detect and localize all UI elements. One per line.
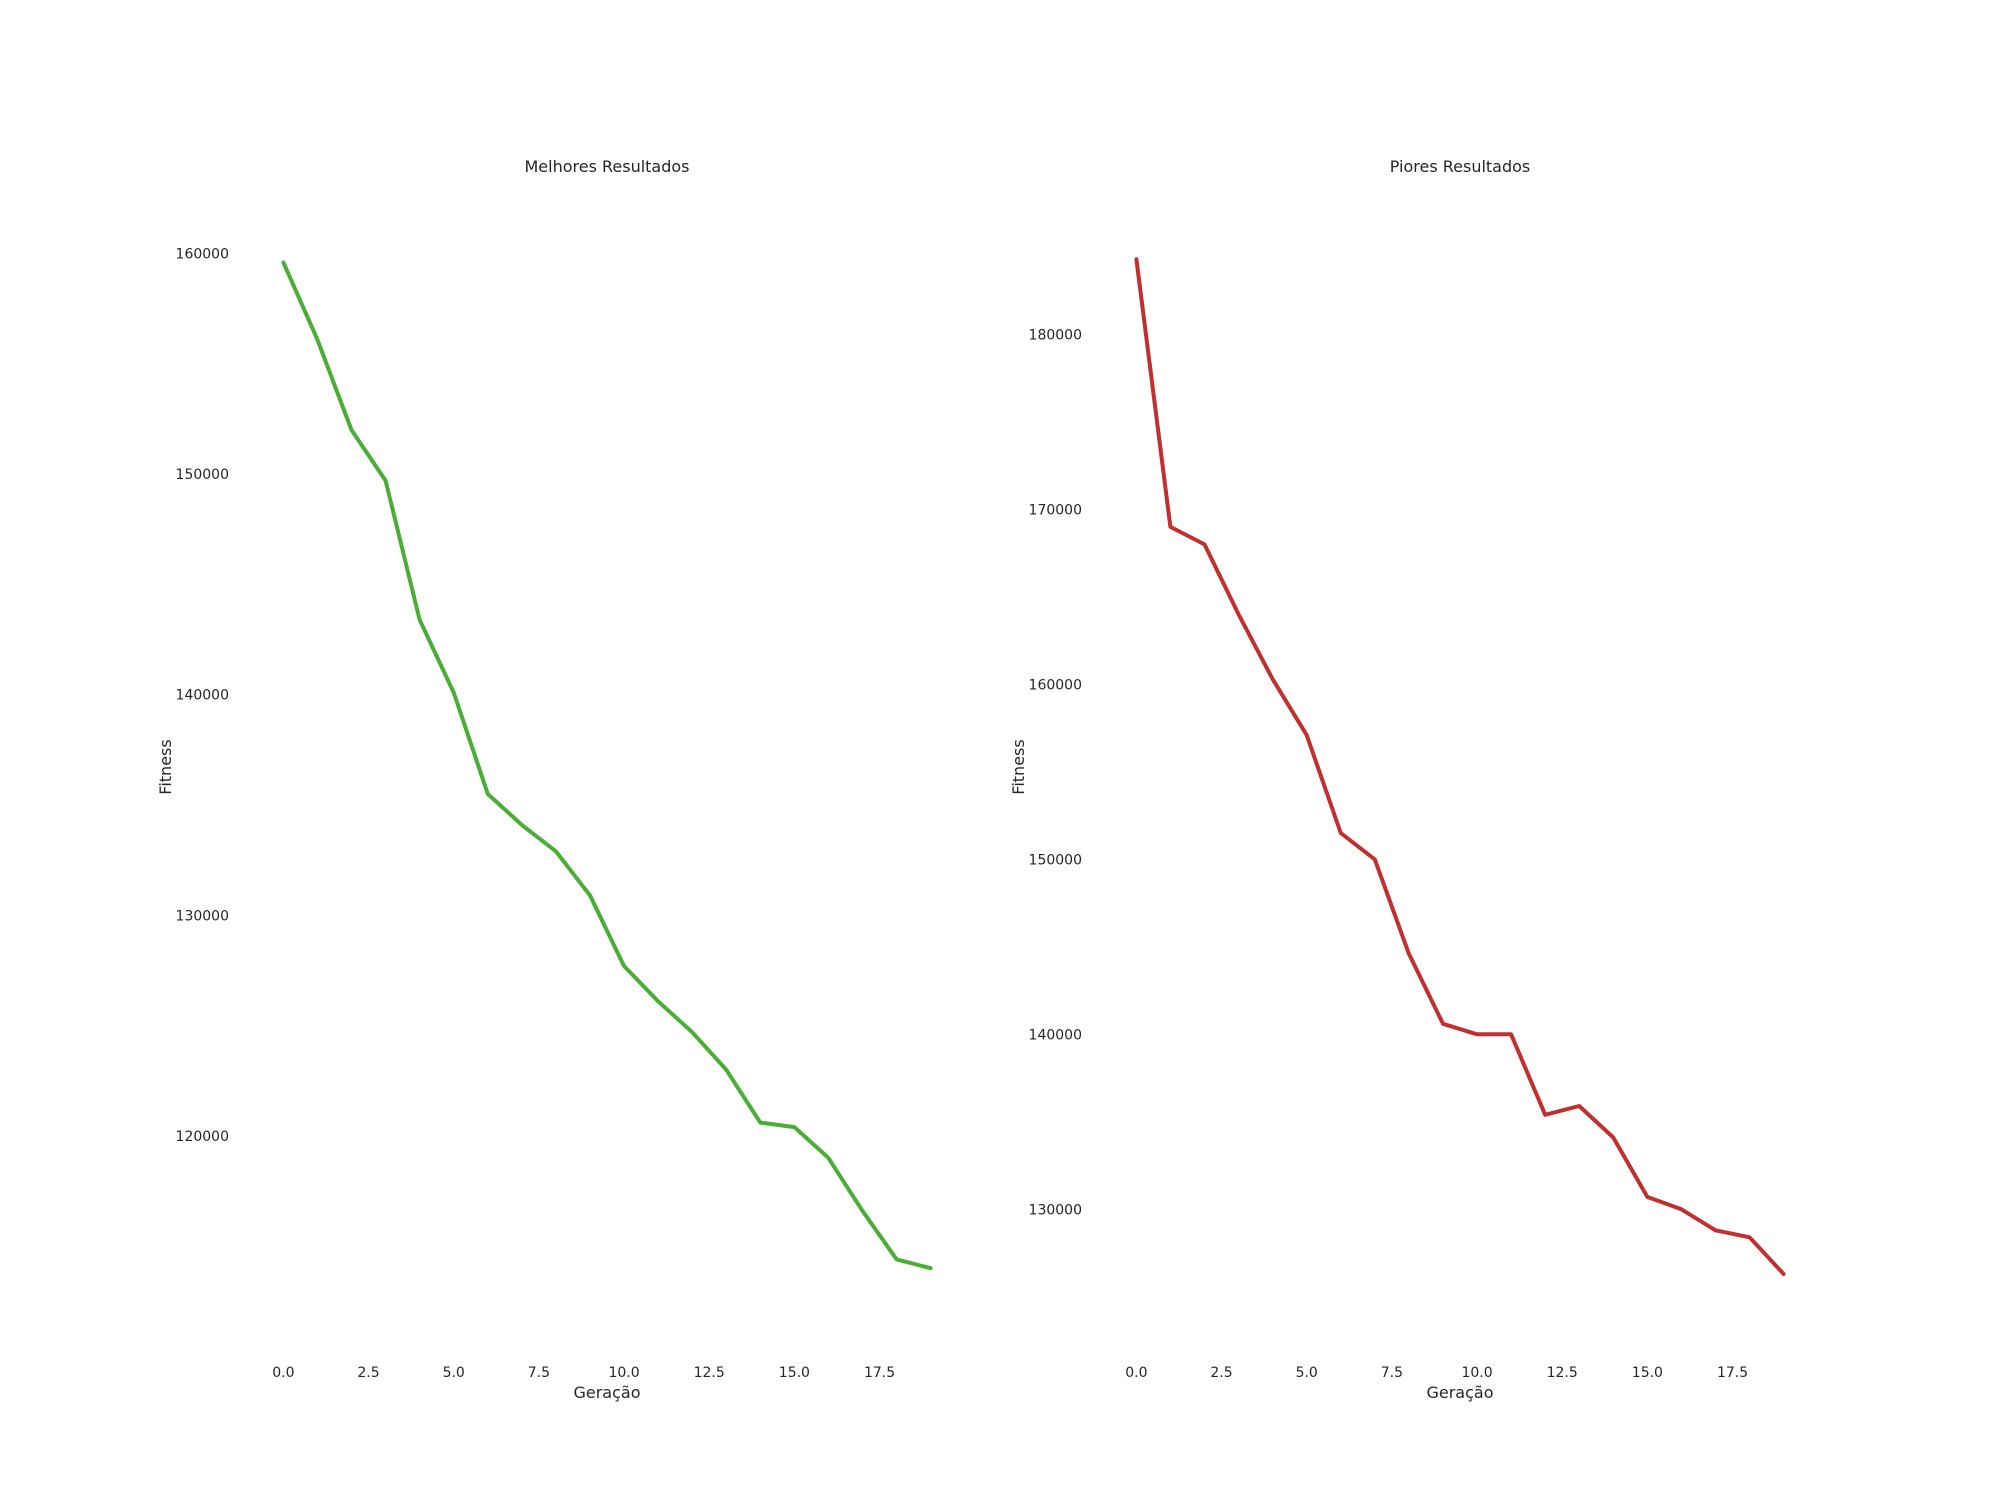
x-tick-label: 12.5 <box>1547 1365 1578 1381</box>
x-tick-label: 15.0 <box>1632 1365 1663 1381</box>
y-tick-label: 140000 <box>1029 1027 1082 1043</box>
x-tick-label: 10.0 <box>608 1365 639 1381</box>
x-tick-label: 0.0 <box>1125 1365 1147 1381</box>
series-line-piores <box>1134 257 1786 1276</box>
x-tick-labels: 0.0 2.5 5.0 7.5 10.0 12.5 15.0 17.5 <box>1125 1365 1748 1381</box>
series-line-melhores <box>281 260 933 1271</box>
chart-melhores-resultados: Melhores Resultados Geração Fitness 0.0 2… <box>156 157 933 1402</box>
x-axis-label: Geração <box>1426 1383 1493 1402</box>
x-axis-label: Geração <box>573 1383 640 1402</box>
y-tick-label: 140000 <box>176 688 229 704</box>
x-tick-labels: 0.0 2.5 5.0 7.5 10.0 12.5 15.0 17.5 <box>272 1365 895 1381</box>
series-group <box>281 260 933 1271</box>
y-tick-label: 150000 <box>176 467 229 483</box>
x-tick-label: 10.0 <box>1461 1365 1492 1381</box>
y-tick-labels: 130000 140000 150000 160000 170000 180000 <box>1029 327 1082 1218</box>
y-axis-label: Fitness <box>1009 739 1028 794</box>
y-tick-label: 130000 <box>1029 1202 1082 1218</box>
y-tick-label: 180000 <box>1029 327 1082 343</box>
x-tick-label: 5.0 <box>443 1365 465 1381</box>
x-tick-label: 2.5 <box>357 1365 379 1381</box>
x-tick-label: 5.0 <box>1296 1365 1318 1381</box>
x-tick-label: 12.5 <box>694 1365 725 1381</box>
y-tick-label: 160000 <box>1029 677 1082 693</box>
series-group <box>1134 257 1786 1276</box>
y-tick-label: 120000 <box>176 1129 229 1145</box>
chart-title: Piores Resultados <box>1390 157 1531 176</box>
chart-piores-resultados: Piores Resultados Geração Fitness 0.0 2.5… <box>1009 157 1786 1402</box>
y-tick-labels: 120000 130000 140000 150000 160000 <box>176 247 229 1145</box>
y-axis-label: Fitness <box>156 739 175 794</box>
x-tick-label: 17.5 <box>1717 1365 1748 1381</box>
x-tick-label: 15.0 <box>779 1365 810 1381</box>
x-tick-label: 7.5 <box>1381 1365 1403 1381</box>
y-tick-label: 150000 <box>1029 852 1082 868</box>
x-tick-label: 2.5 <box>1210 1365 1232 1381</box>
y-tick-label: 170000 <box>1029 502 1082 518</box>
x-tick-label: 0.0 <box>272 1365 294 1381</box>
chart-title: Melhores Resultados <box>524 157 689 176</box>
y-tick-label: 130000 <box>176 908 229 924</box>
y-tick-label: 160000 <box>176 247 229 263</box>
x-tick-label: 7.5 <box>528 1365 550 1381</box>
x-tick-label: 17.5 <box>864 1365 895 1381</box>
